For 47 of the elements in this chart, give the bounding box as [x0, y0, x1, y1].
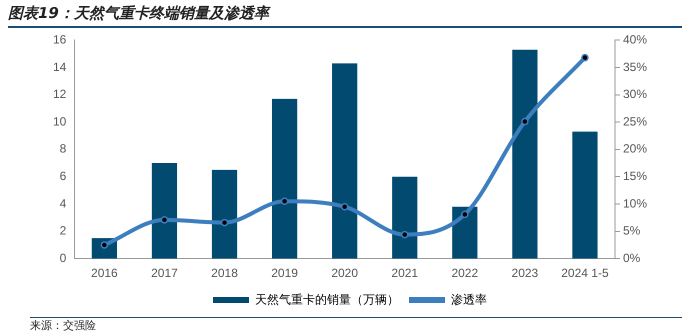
bar — [212, 170, 238, 259]
point — [521, 118, 529, 126]
y2-tick-label: 10% — [622, 196, 648, 210]
x-tick-label: 2018 — [211, 266, 238, 280]
point — [340, 202, 348, 210]
y2-tick-label: 35% — [622, 60, 648, 74]
bar — [572, 132, 598, 259]
bar — [152, 163, 178, 259]
point — [160, 216, 168, 224]
legend-label: 天然气重卡的销量（万辆） — [255, 292, 399, 306]
y-tick-label: 0 — [60, 250, 67, 265]
y2-tick-label: 40% — [622, 32, 648, 47]
y2-tick-label: 30% — [622, 87, 648, 102]
chart-title: 图表19：天然气重卡终端销量及渗透率 — [8, 4, 269, 23]
y2-tick-label: 5% — [622, 224, 641, 238]
x-tick-label: 2019 — [271, 266, 298, 280]
point — [400, 230, 408, 238]
point — [581, 54, 589, 62]
bar — [332, 63, 358, 259]
y2-tick-label: 0% — [622, 250, 641, 265]
x-tick-label: 2016 — [91, 266, 118, 280]
x-tick-label: 2022 — [451, 266, 478, 280]
y-tick-label: 2 — [60, 224, 67, 238]
y2-tick-label: 15% — [622, 169, 648, 184]
x-tick-label: 2017 — [151, 266, 178, 280]
y-tick-label: 4 — [60, 196, 67, 210]
x-tick-label: 2023 — [512, 266, 539, 280]
source-note: 来源：交强险 — [30, 319, 96, 333]
bar — [512, 50, 538, 259]
x-tick-label: 2021 — [391, 266, 418, 280]
bar — [452, 206, 478, 259]
y2-tick-label: 25% — [622, 114, 648, 128]
y-tick-label: 10 — [52, 114, 67, 128]
point — [461, 210, 469, 218]
y-tick-label: 12 — [52, 87, 67, 102]
legend-label: 渗透率 — [451, 292, 487, 306]
y2-tick-label: 20% — [622, 142, 648, 156]
y-tick-label: 14 — [52, 60, 67, 74]
x-tick-label: 2020 — [331, 266, 358, 280]
x-tick-label: 2024 1-5 — [561, 266, 609, 280]
point — [280, 198, 288, 206]
bar — [272, 98, 298, 259]
y-tick-label: 6 — [60, 169, 67, 184]
point — [220, 218, 228, 226]
y-tick-label: 16 — [52, 32, 67, 47]
bar — [392, 176, 418, 259]
y-tick-label: 8 — [60, 142, 67, 156]
